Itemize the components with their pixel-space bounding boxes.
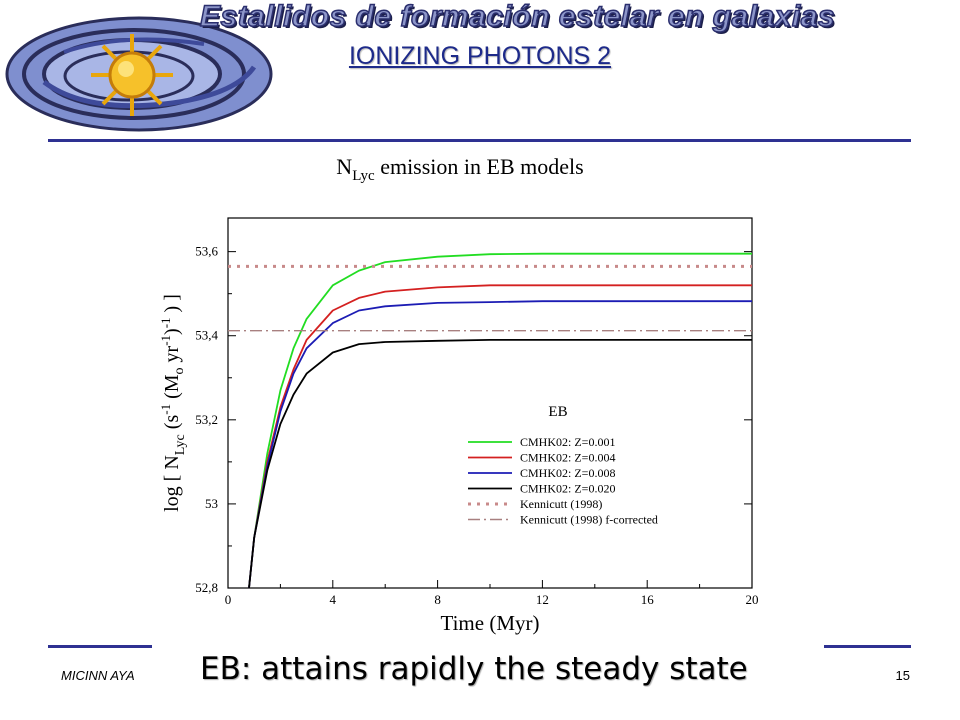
header-banner: Estallidos de formación estelar en galax… [199,0,836,34]
series-line [248,252,752,588]
lyman-continuum-chart: NLyc emission in EB models 0 4 8 12 16 20 52,8 5… [158,154,759,635]
x-tick-label: 16 [641,592,655,607]
x-axis-label: Time (Myr) [441,611,540,635]
x-tick-label: 0 [225,592,232,607]
slide-title: IONIZING PHOTONS 2 [348,42,612,70]
series-line [248,284,752,588]
footer-label: MICINN AYA [61,668,135,683]
y-tick-label: 53,6 [195,244,218,259]
top-divider [48,139,911,142]
x-tick-label: 12 [536,592,549,607]
legend-label: CMHK02: Z=0.004 [520,451,615,465]
legend-label: CMHK02: Z=0.001 [520,435,615,449]
plot-frame [227,217,753,589]
y-tick-label: 53,2 [195,412,218,427]
y-tick-label: 53,4 [195,328,218,343]
slide-caption: EB: attains rapidly the steady state [200,651,748,687]
x-tick-label: 8 [434,592,441,607]
sun-icon [91,34,173,116]
series-line [248,338,752,588]
y-axis-label: log [ NLyc (s-1 (Mo yr-1)-1 ) ] [158,294,188,512]
galaxy-logo [5,16,273,132]
page-number: 15 [895,668,910,683]
legend-label: Kennicutt (1998) f-corrected [520,513,658,527]
y-tick-label: 53 [205,496,218,511]
legend-label: CMHK02: Z=0.020 [520,482,615,496]
legend-title: EB [548,404,567,420]
y-tick-label: 52,8 [195,580,218,595]
legend-label: Kennicutt (1998) [520,497,602,511]
series-line [248,300,752,588]
x-tick-label: 20 [746,592,759,607]
x-tick-label: 4 [330,592,337,607]
chart-title: NLyc emission in EB models [336,154,583,184]
legend-label: CMHK02: Z=0.008 [520,466,615,480]
